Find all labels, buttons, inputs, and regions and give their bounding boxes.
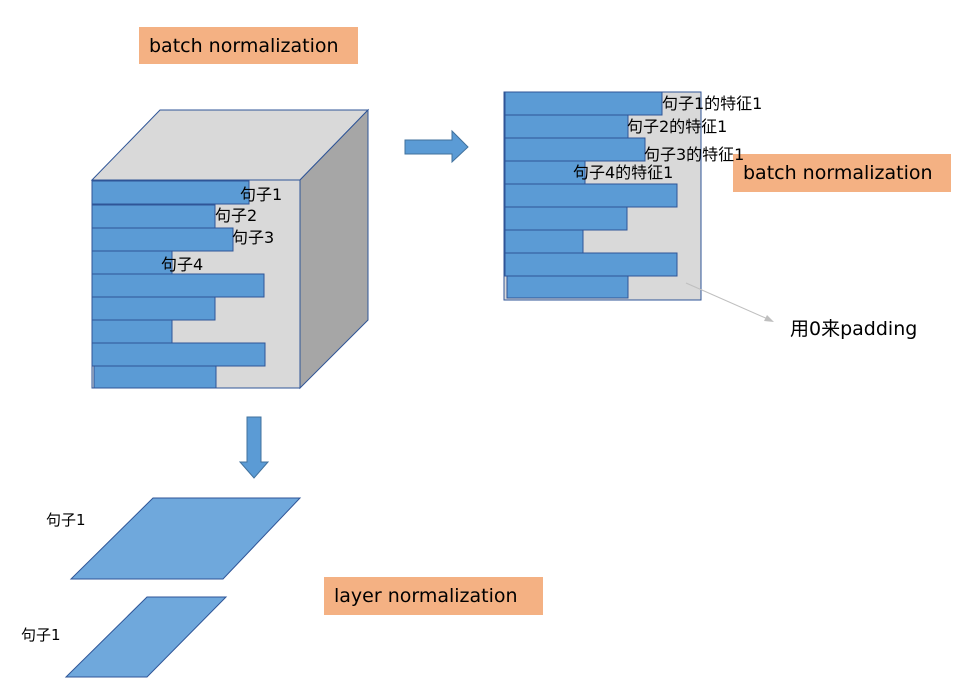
feature-bar xyxy=(506,275,629,299)
cube-bar xyxy=(91,250,173,275)
feature-label-3: 句子3的特征1 xyxy=(644,145,745,164)
cube-bar xyxy=(91,180,250,205)
feature-bar xyxy=(504,91,663,116)
cube-bar xyxy=(91,342,266,367)
right-arrow xyxy=(404,129,469,164)
layer-parallelogram-2 xyxy=(64,596,228,678)
padding-pointer-line xyxy=(685,282,771,321)
cube-sentence-label-4: 句子4 xyxy=(161,255,204,274)
feature-bar xyxy=(504,252,678,277)
cube-bar xyxy=(93,365,217,389)
feature-label-1: 句子1的特征1 xyxy=(662,94,763,113)
batch-norm-tag-right: batch normalization xyxy=(733,154,951,192)
layer-label-2: 句子1 xyxy=(21,626,61,644)
feature-bar xyxy=(504,229,584,254)
cube xyxy=(90,108,370,390)
cube-sentence-label-2: 句子2 xyxy=(215,206,258,225)
feature-label-2: 句子2的特征1 xyxy=(627,117,728,136)
padding-pointer-arrowhead xyxy=(764,315,774,322)
layer-label-1: 句子1 xyxy=(46,511,86,529)
feature-bar xyxy=(504,183,678,208)
cube-sentence-label-1: 句子1 xyxy=(240,185,283,204)
cube-bar xyxy=(91,227,234,252)
cube-bar xyxy=(91,319,173,344)
cube-bar xyxy=(91,296,216,321)
feature-panel xyxy=(503,91,702,301)
cube-bar xyxy=(91,204,216,229)
down-arrow xyxy=(238,416,270,479)
layer-parallelogram-1 xyxy=(69,497,302,580)
layer-norm-tag: layer normalization xyxy=(324,577,543,615)
padding-note: 用0来padding xyxy=(790,318,918,340)
feature-bar xyxy=(504,137,646,162)
cube-bars xyxy=(91,180,266,389)
feature-bar xyxy=(504,206,628,231)
feature-bar xyxy=(504,114,629,139)
cube-bar xyxy=(91,273,265,298)
feature-label-4: 句子4的特征1 xyxy=(573,163,674,182)
cube-sentence-label-3: 句子3 xyxy=(232,228,275,247)
batch-norm-tag-top: batch normalization xyxy=(139,27,358,64)
